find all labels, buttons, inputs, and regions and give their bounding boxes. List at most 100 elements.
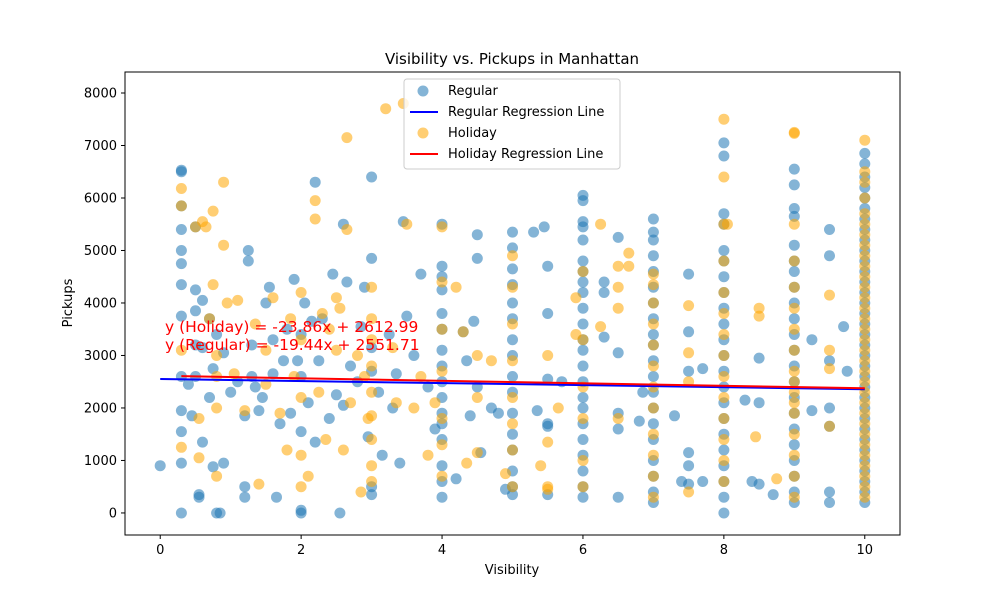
regular-point [295, 426, 307, 438]
regular-point [753, 352, 765, 364]
regular-point [507, 371, 518, 382]
holiday-point [295, 287, 307, 298]
holiday-point [718, 287, 730, 298]
regular-point [577, 276, 589, 288]
regular-point [718, 318, 730, 330]
holiday-point [753, 302, 765, 314]
holiday-point [623, 247, 635, 259]
regular-point [345, 360, 356, 372]
holiday-point [859, 134, 871, 146]
regular-point [383, 329, 395, 340]
regular-point [225, 386, 237, 398]
x-axis-label: Visibility [485, 563, 540, 578]
regular-point [415, 268, 427, 280]
regular-point [267, 368, 279, 380]
regular-point [683, 326, 695, 338]
holiday-point [859, 355, 871, 367]
holiday-point [309, 195, 321, 207]
regular-point [376, 449, 388, 461]
holiday-point [295, 449, 307, 461]
holiday-point [366, 386, 378, 398]
holiday-point [535, 460, 547, 472]
regular-point [542, 308, 554, 319]
holiday-point [788, 302, 800, 314]
regular-point [577, 434, 589, 445]
holiday-point [859, 418, 871, 430]
holiday-point [281, 444, 293, 456]
holiday-point [507, 318, 518, 330]
holiday-point [211, 402, 223, 414]
regular-point [507, 428, 518, 440]
holiday-point [718, 255, 730, 267]
holiday-point [647, 428, 659, 440]
regular-point [323, 413, 335, 424]
holiday-point [309, 213, 321, 225]
holiday-point [507, 355, 518, 367]
holiday-point [366, 434, 378, 445]
holiday-point [824, 344, 835, 356]
holiday-point [718, 455, 730, 466]
regular-point [253, 405, 265, 417]
regular-point [292, 355, 304, 367]
regular-point [637, 386, 649, 398]
holiday-point [485, 355, 497, 367]
regular-point [598, 331, 610, 343]
holiday-point [647, 470, 659, 482]
holiday-point [415, 371, 427, 382]
regular-point [288, 273, 300, 285]
holiday-point [193, 413, 205, 424]
holiday-point [788, 127, 800, 139]
holiday-point [859, 407, 871, 419]
holiday-point [436, 413, 448, 424]
holiday-point [859, 449, 871, 461]
legend-label-holiday: Holiday [448, 126, 497, 141]
regular-point [394, 457, 406, 469]
regular-point [838, 321, 850, 333]
legend-marker-holiday [417, 127, 429, 139]
regular-point [542, 260, 554, 272]
holiday-point [436, 221, 448, 233]
holiday-point [366, 313, 378, 325]
regular-point [507, 297, 518, 309]
regular-point [683, 365, 695, 377]
holiday-point [507, 250, 518, 262]
holiday-point [366, 360, 378, 372]
holiday-point [175, 441, 187, 453]
regular-point [612, 231, 624, 243]
regular-point [436, 260, 448, 272]
regular-point [697, 476, 709, 487]
holiday-point [436, 439, 448, 451]
holiday-point [552, 402, 564, 414]
holiday-point [718, 413, 730, 424]
holiday-point [429, 397, 441, 409]
holiday-point [341, 132, 353, 144]
regular-point [718, 245, 730, 256]
regular-point [824, 486, 835, 498]
holiday-point [345, 397, 356, 409]
holiday-point [471, 447, 483, 459]
regular-point [647, 213, 659, 225]
regular-point [824, 250, 835, 262]
regular-point [471, 252, 483, 264]
holiday-point [788, 281, 800, 293]
chart-title: Visibility vs. Pickups in Manhattan [385, 50, 639, 68]
regular-point [824, 402, 835, 414]
regular-point [612, 491, 624, 503]
holiday-point [753, 310, 765, 322]
holiday-point [859, 302, 871, 314]
regular-point [669, 410, 680, 422]
regular-point [859, 158, 871, 170]
holiday-point [788, 218, 800, 230]
holiday-point [577, 481, 589, 493]
regular-point [647, 329, 659, 340]
holiday-point [718, 308, 730, 319]
holiday-point [193, 452, 205, 464]
holiday-point [683, 300, 695, 312]
regular-point [366, 342, 378, 354]
holiday-point [771, 473, 783, 485]
regular-point [436, 344, 448, 356]
y-tick-label: 3000 [84, 349, 117, 364]
holiday-point [542, 483, 554, 495]
holiday-point [788, 376, 800, 388]
